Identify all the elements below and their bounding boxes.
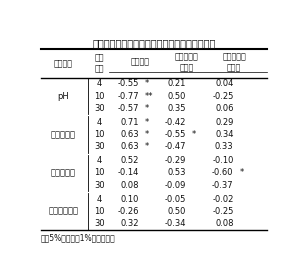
Text: 0.32: 0.32	[121, 219, 139, 228]
Text: 4: 4	[97, 195, 102, 204]
Text: ＊：5%，＊＊：1%水準で有意: ＊：5%，＊＊：1%水準で有意	[41, 233, 116, 242]
Text: 0.50: 0.50	[167, 207, 186, 216]
Text: -0.26: -0.26	[118, 207, 139, 216]
Text: -0.47: -0.47	[164, 142, 186, 151]
Text: 0.29: 0.29	[215, 118, 234, 127]
Text: 30: 30	[94, 104, 105, 113]
Text: 0.33: 0.33	[215, 142, 234, 151]
Text: -0.09: -0.09	[164, 181, 186, 190]
Text: -0.25: -0.25	[212, 207, 234, 216]
Text: パーオキシ
ダーゼ: パーオキシ ダーゼ	[222, 53, 246, 72]
Text: 水溶性酸度: 水溶性酸度	[51, 130, 76, 139]
Text: -0.55: -0.55	[118, 79, 139, 88]
Text: *: *	[145, 118, 149, 127]
Text: *: *	[145, 130, 149, 139]
Text: 0.08: 0.08	[121, 181, 139, 190]
Text: 30: 30	[94, 181, 105, 190]
Text: -0.29: -0.29	[164, 156, 186, 165]
Text: リパーゼ: リパーゼ	[130, 58, 149, 67]
Text: 貯蔵
日数: 貯蔵 日数	[95, 54, 104, 73]
Text: pH: pH	[57, 92, 69, 101]
Text: 0.34: 0.34	[215, 130, 234, 139]
Text: 0.35: 0.35	[167, 104, 186, 113]
Text: 0.63: 0.63	[120, 130, 139, 139]
Text: -0.34: -0.34	[164, 219, 186, 228]
Text: 30: 30	[94, 219, 105, 228]
Text: 0.04: 0.04	[215, 79, 234, 88]
Text: 劣化指標: 劣化指標	[54, 59, 73, 68]
Text: *: *	[145, 142, 149, 151]
Text: 0.06: 0.06	[215, 104, 234, 113]
Text: -0.37: -0.37	[212, 181, 234, 190]
Text: 0.71: 0.71	[121, 118, 139, 127]
Text: -0.14: -0.14	[118, 168, 139, 177]
Text: 4: 4	[97, 118, 102, 127]
Text: -0.10: -0.10	[212, 156, 234, 165]
Text: 0.63: 0.63	[120, 142, 139, 151]
Text: -0.25: -0.25	[212, 92, 234, 101]
Text: 表２．ソバ粉の脂質劣化指標と酵素の相関行列: 表２．ソバ粉の脂質劣化指標と酵素の相関行列	[93, 38, 216, 48]
Text: 0.21: 0.21	[167, 79, 186, 88]
Text: -0.42: -0.42	[164, 118, 186, 127]
Text: -0.02: -0.02	[212, 195, 234, 204]
Text: 10: 10	[94, 130, 105, 139]
Text: *: *	[192, 130, 196, 139]
Text: リポキシゲ
ナーゼ: リポキシゲ ナーゼ	[175, 53, 198, 72]
Text: 0.52: 0.52	[121, 156, 139, 165]
Text: 過酸化物価: 過酸化物価	[51, 168, 76, 177]
Text: **: **	[145, 92, 154, 101]
Text: 10: 10	[94, 92, 105, 101]
Text: -0.55: -0.55	[164, 130, 186, 139]
Text: 0.08: 0.08	[215, 219, 234, 228]
Text: -0.60: -0.60	[212, 168, 234, 177]
Text: 4: 4	[97, 79, 102, 88]
Text: カルボニル値: カルボニル値	[48, 207, 78, 216]
Text: -0.05: -0.05	[164, 195, 186, 204]
Text: *: *	[239, 168, 244, 177]
Text: 10: 10	[94, 168, 105, 177]
Text: -0.77: -0.77	[117, 92, 139, 101]
Text: 10: 10	[94, 207, 105, 216]
Text: -0.57: -0.57	[118, 104, 139, 113]
Text: *: *	[145, 79, 149, 88]
Text: 30: 30	[94, 142, 105, 151]
Text: 0.50: 0.50	[167, 92, 186, 101]
Text: 0.10: 0.10	[121, 195, 139, 204]
Text: 0.53: 0.53	[167, 168, 186, 177]
Text: 4: 4	[97, 156, 102, 165]
Text: *: *	[145, 104, 149, 113]
